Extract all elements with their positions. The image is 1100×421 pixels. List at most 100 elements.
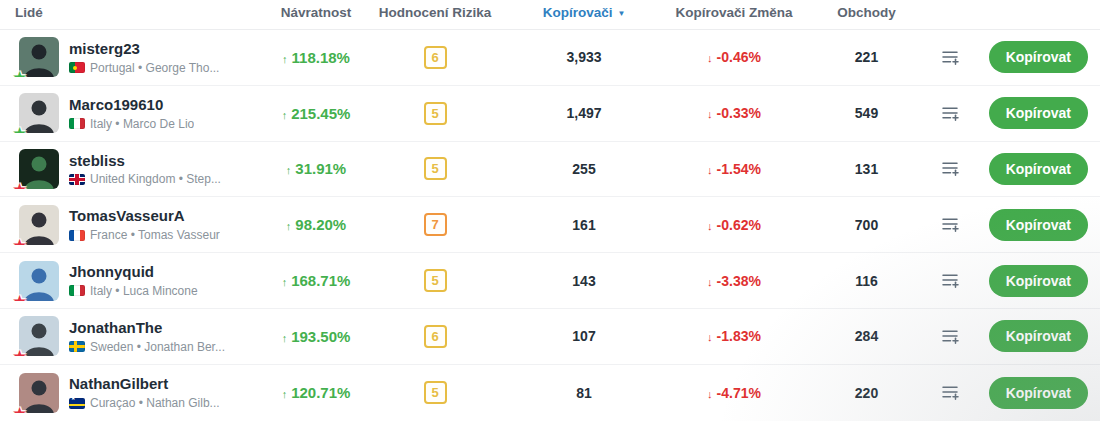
return-cell: ↑120.71% bbox=[270, 384, 362, 401]
header-trades[interactable]: Obchody bbox=[808, 5, 925, 24]
username[interactable]: NathanGilbert bbox=[69, 375, 220, 394]
avatar-wrap: ★ bbox=[19, 205, 59, 245]
copy-cell: Kopírovat bbox=[975, 97, 1100, 129]
return-cell: ↑193.50% bbox=[270, 328, 362, 345]
person-cell: ★ Marco199610 Italy • Marco De Lio bbox=[0, 93, 270, 133]
table-row[interactable]: ★ stebliss United Kingdom • Step... ↑31.… bbox=[0, 142, 1100, 198]
risk-score-badge: 5 bbox=[424, 381, 447, 404]
person-subtitle: Sweden • Jonathan Ber... bbox=[90, 340, 225, 354]
add-to-watchlist-button[interactable] bbox=[937, 212, 964, 237]
down-arrow-icon: ↓ bbox=[707, 52, 713, 64]
copiers-change-cell: ↓ -0.46% bbox=[660, 49, 808, 65]
person-subline: Italy • Luca Mincone bbox=[69, 284, 198, 298]
watchlist-cell bbox=[925, 380, 975, 405]
username[interactable]: JonathanThe bbox=[69, 319, 225, 338]
return-value: 215.45% bbox=[291, 105, 350, 122]
table-row[interactable]: ★ TomasVasseurA France • Tomas Vasseur ↑… bbox=[0, 197, 1100, 253]
add-to-list-icon bbox=[941, 328, 960, 345]
person-cell: ★ stebliss United Kingdom • Step... bbox=[0, 149, 270, 189]
username[interactable]: Jhonnyquid bbox=[69, 263, 198, 282]
avatar-wrap: ★ bbox=[19, 149, 59, 189]
popular-investor-star-icon: ★ bbox=[12, 405, 27, 413]
popular-investor-star-icon: ★ bbox=[12, 293, 27, 301]
return-value: 118.18% bbox=[292, 49, 350, 66]
avatar-wrap: ★ bbox=[19, 261, 59, 301]
return-cell: ↑215.45% bbox=[270, 105, 362, 122]
person-cell: ★ NathanGilbert Curaçao • Nathan Gilb... bbox=[0, 373, 270, 413]
trades-cell: 700 bbox=[808, 217, 925, 233]
watchlist-cell bbox=[925, 212, 975, 237]
table-body: ★ misterg23 Portugal • George Tho... ↑ 11… bbox=[0, 30, 1100, 421]
copy-button[interactable]: Kopírovat bbox=[989, 97, 1088, 129]
header-return[interactable]: Návratnost bbox=[270, 5, 362, 24]
down-arrow-icon: ↓ bbox=[707, 220, 713, 232]
down-arrow-icon: ↓ bbox=[707, 164, 713, 176]
copy-button[interactable]: Kopírovat bbox=[989, 209, 1088, 241]
add-to-watchlist-button[interactable] bbox=[937, 380, 964, 405]
person-text: Jhonnyquid Italy • Luca Mincone bbox=[69, 263, 198, 298]
copiers-cell: 161 bbox=[508, 217, 660, 233]
person-cell: ★ Jhonnyquid Italy • Luca Mincone bbox=[0, 261, 270, 301]
trades-cell: 284 bbox=[808, 328, 925, 344]
table-row[interactable]: ★ JonathanThe Sweden • Jonathan Ber... ↑… bbox=[0, 309, 1100, 365]
risk-cell: 7 bbox=[362, 213, 508, 236]
down-arrow-icon: ↓ bbox=[707, 276, 713, 288]
table-row[interactable]: ★ misterg23 Portugal • George Tho... ↑11… bbox=[0, 30, 1100, 86]
country-flag-icon bbox=[69, 62, 85, 73]
header-copiers-change[interactable]: Kopírovači Změna bbox=[660, 5, 808, 24]
table-row[interactable]: ★ Marco199610 Italy • Marco De Lio ↑215.… bbox=[0, 86, 1100, 142]
username[interactable]: misterg23 bbox=[69, 40, 219, 59]
down-arrow-icon: ↓ bbox=[707, 388, 713, 400]
add-to-watchlist-button[interactable] bbox=[937, 156, 964, 181]
watchlist-cell bbox=[925, 101, 975, 126]
country-flag-icon bbox=[69, 230, 85, 241]
add-to-watchlist-button[interactable] bbox=[937, 268, 964, 293]
copy-button[interactable]: Kopírovat bbox=[989, 320, 1088, 352]
copiers-cell: 255 bbox=[508, 161, 660, 177]
header-watchlist-spacer bbox=[925, 13, 975, 17]
username[interactable]: TomasVasseurA bbox=[69, 207, 220, 226]
table-row[interactable]: ★ Jhonnyquid Italy • Luca Mincone ↑168.7… bbox=[0, 253, 1100, 309]
popular-investor-star-icon: ★ bbox=[12, 125, 27, 133]
table-header-row: Lidé Návratnost Hodnocení Rizika Kopírov… bbox=[0, 0, 1100, 30]
risk-score-badge: 5 bbox=[424, 102, 447, 125]
add-to-watchlist-button[interactable] bbox=[937, 101, 964, 126]
copy-button[interactable]: Kopírovat bbox=[989, 153, 1088, 185]
header-risk-score[interactable]: Hodnocení Rizika bbox=[362, 5, 508, 24]
copiers-change-value: -0.62% bbox=[717, 217, 761, 233]
copy-trading-people-table: Lidé Návratnost Hodnocení Rizika Kopírov… bbox=[0, 0, 1100, 421]
copy-cell: Kopírovat bbox=[975, 320, 1100, 352]
up-arrow-icon: ↑ bbox=[282, 276, 288, 288]
sort-desc-icon: ▼ bbox=[617, 9, 625, 18]
add-to-list-icon bbox=[941, 272, 960, 289]
popular-investor-star-icon: ★ bbox=[12, 181, 27, 189]
person-subline: Portugal • George Tho... bbox=[69, 61, 219, 75]
copy-button[interactable]: Kopírovat bbox=[989, 41, 1088, 73]
add-to-watchlist-button[interactable] bbox=[937, 45, 964, 70]
username[interactable]: stebliss bbox=[69, 152, 221, 171]
up-arrow-icon: ↑ bbox=[282, 388, 288, 400]
popular-investor-star-icon: ★ bbox=[12, 348, 27, 356]
down-arrow-icon: ↓ bbox=[707, 331, 713, 343]
return-cell: ↑168.71% bbox=[270, 272, 362, 289]
up-arrow-icon: ↑ bbox=[282, 332, 288, 344]
add-to-watchlist-button[interactable] bbox=[937, 324, 964, 349]
table-row[interactable]: ★ NathanGilbert Curaçao • Nathan Gilb...… bbox=[0, 365, 1100, 421]
person-subtitle: Italy • Luca Mincone bbox=[90, 284, 198, 298]
copy-button[interactable]: Kopírovat bbox=[989, 265, 1088, 297]
username[interactable]: Marco199610 bbox=[69, 96, 194, 115]
risk-cell: 5 bbox=[362, 102, 508, 125]
person-subline: Curaçao • Nathan Gilb... bbox=[69, 396, 220, 410]
risk-cell: 5 bbox=[362, 157, 508, 180]
person-cell: ★ misterg23 Portugal • George Tho... bbox=[0, 37, 270, 77]
person-cell: ★ JonathanThe Sweden • Jonathan Ber... bbox=[0, 316, 270, 356]
copy-button[interactable]: Kopírovat bbox=[989, 377, 1088, 409]
copiers-change-value: -0.46% bbox=[717, 49, 761, 65]
return-value: 168.71% bbox=[291, 272, 350, 289]
copiers-change-cell: ↓-3.38% bbox=[660, 273, 808, 289]
risk-score-badge: 5 bbox=[424, 157, 447, 180]
person-subtitle: Portugal • George Tho... bbox=[90, 61, 219, 75]
watchlist-cell bbox=[925, 268, 975, 293]
header-copiers[interactable]: Kopírovači▼ bbox=[508, 5, 660, 24]
person-text: misterg23 Portugal • George Tho... bbox=[69, 40, 219, 75]
